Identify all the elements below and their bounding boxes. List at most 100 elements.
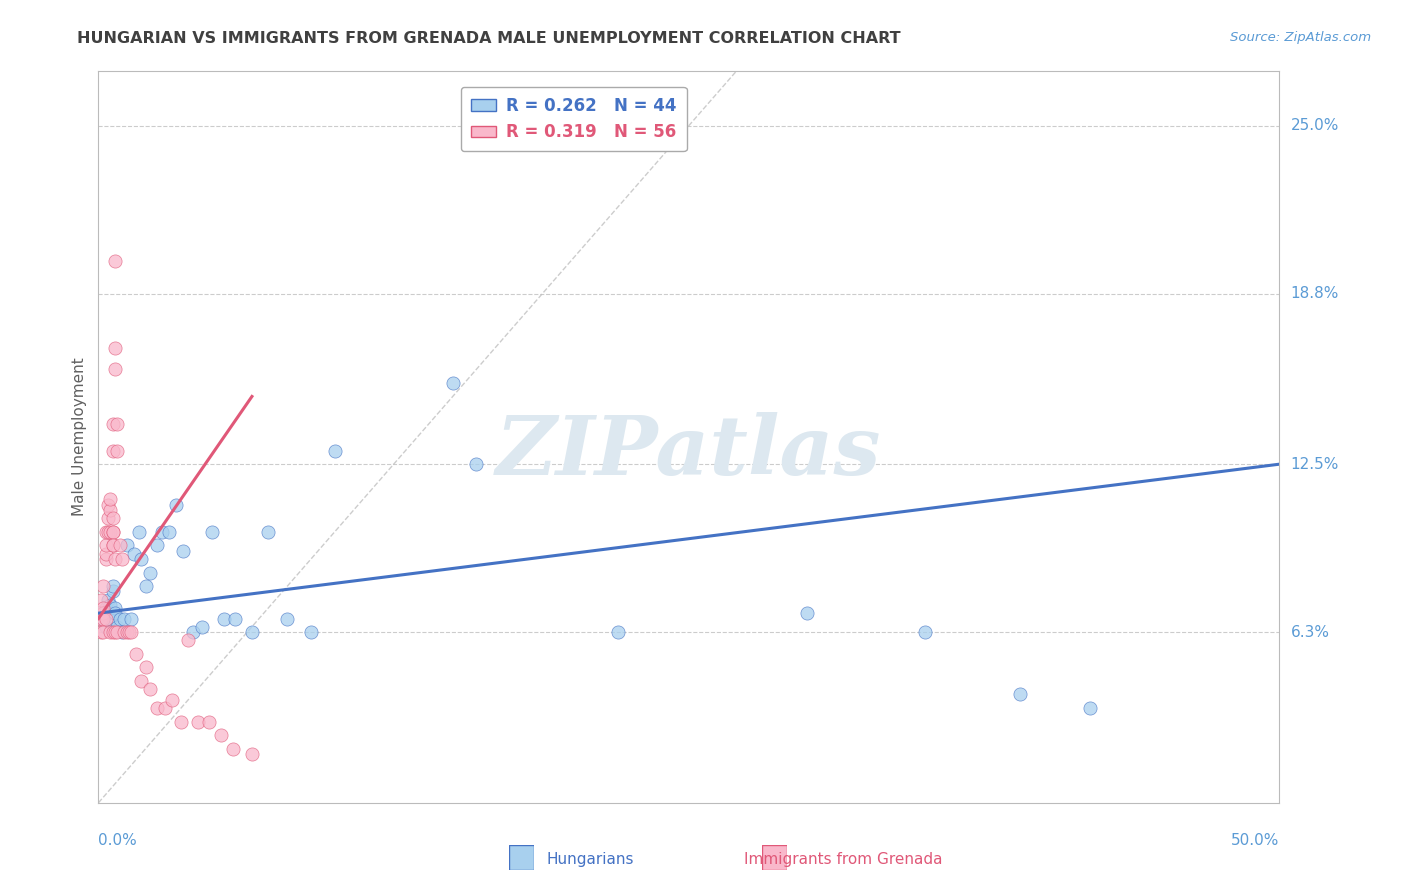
Point (108, 538, 131, 552)
Point (94, 552, 117, 566)
Point (94, 611, 117, 625)
Point (121, 611, 143, 625)
Point (94, 524, 117, 539)
Text: 6.3%: 6.3% (1291, 624, 1330, 640)
Point (97, 511, 120, 525)
Point (101, 443, 124, 458)
Y-axis label: Male Unemployment: Male Unemployment (72, 358, 87, 516)
Point (97, 524, 120, 539)
Point (101, 524, 124, 539)
Point (181, 625, 204, 640)
Point (135, 660, 157, 674)
Point (101, 625, 124, 640)
Point (201, 524, 224, 539)
Text: Hungarians: Hungarians (547, 852, 634, 867)
Point (101, 538, 124, 552)
Point (153, 701, 176, 715)
Point (98, 492, 121, 507)
Point (1008, 688, 1031, 702)
Point (97, 498, 120, 512)
Point (146, 701, 169, 715)
Point (1080, 701, 1102, 715)
Point (91, 600, 114, 615)
Point (191, 620, 214, 634)
Point (98, 524, 121, 539)
Point (187, 714, 209, 729)
Point (212, 611, 235, 625)
Point (240, 747, 263, 761)
Point (98, 611, 121, 625)
Point (105, 443, 128, 458)
Text: 0.0%: 0.0% (98, 833, 138, 848)
Point (125, 647, 148, 661)
Point (97, 592, 120, 607)
Legend: R = 0.262   N = 44, R = 0.319   N = 56: R = 0.262 N = 44, R = 0.319 N = 56 (461, 87, 686, 152)
Point (129, 552, 152, 566)
Point (122, 547, 145, 561)
Text: Source: ZipAtlas.com: Source: ZipAtlas.com (1230, 31, 1371, 45)
Point (170, 714, 193, 729)
Point (139, 566, 162, 580)
Point (91, 606, 114, 620)
Point (299, 625, 322, 640)
Point (98, 503, 121, 517)
Point (97, 606, 120, 620)
Text: Immigrants from Grenada: Immigrants from Grenada (744, 852, 943, 867)
Point (98, 625, 121, 640)
Point (129, 673, 152, 688)
Point (914, 625, 936, 640)
Point (157, 524, 180, 539)
Point (441, 376, 464, 390)
Point (104, 341, 127, 355)
Point (101, 579, 124, 593)
Point (222, 741, 245, 756)
Text: ZIPatlas: ZIPatlas (496, 412, 882, 491)
Point (91, 611, 114, 625)
Point (240, 625, 263, 640)
Point (94, 620, 117, 634)
Point (112, 611, 135, 625)
Point (90, 611, 112, 625)
Point (94, 538, 117, 552)
Point (276, 611, 298, 625)
Point (94, 600, 117, 615)
Point (105, 625, 128, 640)
Point (139, 681, 162, 696)
Point (172, 544, 194, 558)
Text: 50.0%: 50.0% (1232, 833, 1279, 848)
Point (94, 547, 117, 561)
Point (160, 693, 183, 707)
Point (118, 625, 141, 640)
Point (104, 552, 127, 566)
Point (91, 579, 114, 593)
Point (121, 625, 143, 640)
Point (105, 417, 128, 431)
Point (104, 362, 127, 376)
Point (111, 552, 134, 566)
Point (198, 714, 221, 729)
Point (108, 611, 131, 625)
Text: 12.5%: 12.5% (1291, 457, 1339, 472)
Text: 18.8%: 18.8% (1291, 286, 1339, 301)
Point (90, 592, 112, 607)
Point (465, 457, 488, 471)
Point (209, 728, 232, 742)
Point (111, 625, 134, 640)
Point (104, 254, 127, 268)
Point (105, 620, 128, 634)
Point (101, 584, 124, 599)
Point (104, 625, 127, 640)
Point (104, 606, 127, 620)
Point (165, 498, 187, 512)
Text: HUNGARIAN VS IMMIGRANTS FROM GRENADA MALE UNEMPLOYMENT CORRELATION CHART: HUNGARIAN VS IMMIGRANTS FROM GRENADA MAL… (77, 31, 901, 46)
Point (115, 625, 138, 640)
Point (101, 417, 124, 431)
Point (115, 538, 138, 552)
Point (90, 625, 112, 640)
Point (796, 606, 818, 620)
Point (98, 598, 121, 612)
Text: 25.0%: 25.0% (1291, 118, 1339, 133)
Point (101, 511, 124, 525)
Point (101, 538, 124, 552)
Point (150, 524, 173, 539)
